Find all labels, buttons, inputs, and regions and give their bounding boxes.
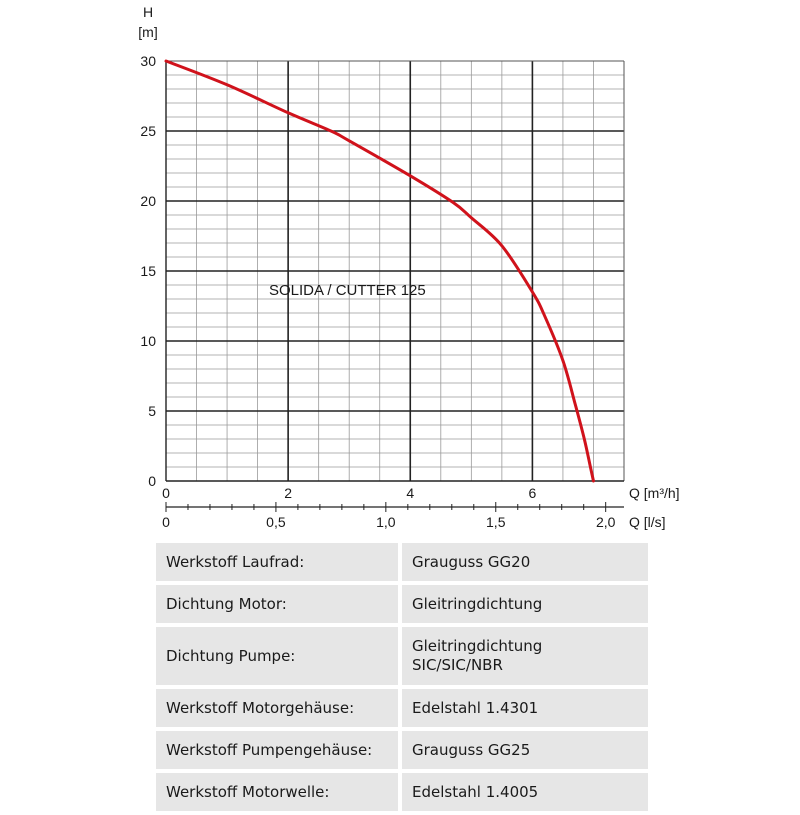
series-line [164,59,595,483]
spec-value: Gleitringdichtung [398,585,648,623]
chart-series [164,59,595,483]
y-tick-label: 25 [140,123,156,139]
table-row: Werkstoff Pumpengehäuse: Grauguss GG25 [156,731,648,769]
table-row: Werkstoff Motorgehäuse: Edelstahl 1.4301 [156,689,648,727]
spec-value: Grauguss GG20 [398,543,648,581]
x-axis-label-m3h: Q [m³/h] [629,485,680,501]
spec-value: Grauguss GG25 [398,731,648,769]
x-tick-label: 2 [284,485,292,501]
y-tick-label: 0 [148,473,156,489]
y-tick-label: 15 [140,263,156,279]
spec-label: Dichtung Pumpe: [156,627,398,685]
spec-label: Werkstoff Motorgehäuse: [156,689,398,727]
table-row: Dichtung Motor: Gleitringdichtung [156,585,648,623]
spec-value-line: Gleitringdichtung [412,637,543,655]
x2-axis-label-ls: Q [l/s] [629,514,666,530]
y-tick-label: 30 [140,53,156,69]
spec-label: Dichtung Motor: [156,585,398,623]
spec-value-line: SIC/SIC/NBR [412,656,503,674]
y-tick-label: 20 [140,193,156,209]
spec-table: Werkstoff Laufrad: Grauguss GG20 Dichtun… [156,539,648,815]
spec-value: Edelstahl 1.4301 [398,689,648,727]
spec-label: Werkstoff Motorwelle: [156,773,398,811]
x2-tick-label: 0,5 [266,514,286,530]
y-tick-label: 10 [140,333,156,349]
x2-tick-label: 1,5 [486,514,506,530]
spec-value: Edelstahl 1.4005 [398,773,648,811]
spec-value: Gleitringdichtung SIC/SIC/NBR [398,627,648,685]
x2-tick-label: 1,0 [376,514,396,530]
y-axis-label-unit: [m] [138,24,157,40]
table-row: Werkstoff Motorwelle: Edelstahl 1.4005 [156,773,648,811]
y-tick-label: 5 [148,403,156,419]
x2-tick-label: 2,0 [596,514,616,530]
chart-grid [165,60,625,482]
spec-label: Werkstoff Laufrad: [156,543,398,581]
axis-ticks: 0 5 10 15 20 25 30 0 2 4 6 0 0,5 1,0 1,5 2,0 [140,53,624,530]
pump-curve-chart: 0 5 10 15 20 25 30 0 2 4 6 0 0,5 1,0 1,5 2,0 H [m] Q [m… [138,4,680,530]
y-axis-label-h: H [143,4,153,20]
x-tick-label: 0 [162,485,170,501]
x-tick-label: 4 [406,485,414,501]
x-tick-label: 6 [529,485,537,501]
x2-tick-label: 0 [162,514,170,530]
curve-annotation: SOLIDA / CUTTER 125 [269,282,426,299]
table-row: Dichtung Pumpe: Gleitringdichtung SIC/SI… [156,627,648,685]
spec-label: Werkstoff Pumpengehäuse: [156,731,398,769]
table-row: Werkstoff Laufrad: Grauguss GG20 [156,543,648,581]
